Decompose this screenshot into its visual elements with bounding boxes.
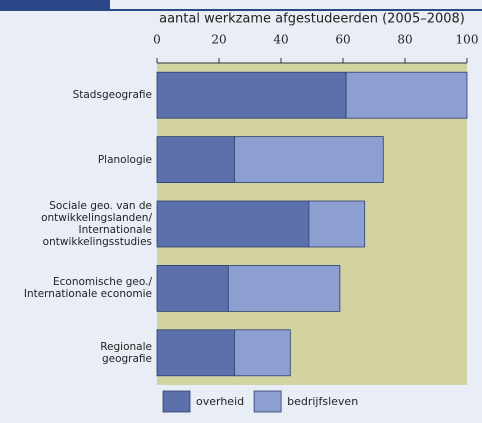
x-tick-label: 80 [397,33,412,47]
bar-segment [308,200,366,248]
bar-segment [234,329,291,377]
bar-segment [156,264,229,312]
y-tick-label: Sociale geo. van de ontwikkelingslanden/… [41,200,152,248]
bar-segment [227,264,341,312]
bar-segment [156,329,235,377]
x-tick-label: 60 [335,33,350,47]
y-tick-label: Stadsgeografie [72,89,152,102]
x-tick-label: 40 [273,33,288,47]
y-tick-label: Regionale geografie [100,340,152,365]
legend-label: overheid [196,395,244,408]
bar-segment [156,71,347,119]
header-tab [0,0,110,10]
y-tick-label: Planologie [97,153,152,166]
y-tick-label: Economische geo./ Internationale economi… [23,276,152,301]
bar-segment [345,71,468,119]
bar-segment [156,200,310,248]
legend-swatch [253,390,282,413]
bar-segment [234,136,384,184]
bar-segment [156,136,235,184]
legend-label: bedrijfsleven [287,395,358,408]
x-tick-label: 20 [211,33,226,47]
axis-title: aantal werkzame afgestudeerden (2005–200… [159,12,465,27]
x-tick-label: 100 [456,33,479,47]
x-tick-label: 0 [153,33,161,47]
legend-swatch [162,390,191,413]
